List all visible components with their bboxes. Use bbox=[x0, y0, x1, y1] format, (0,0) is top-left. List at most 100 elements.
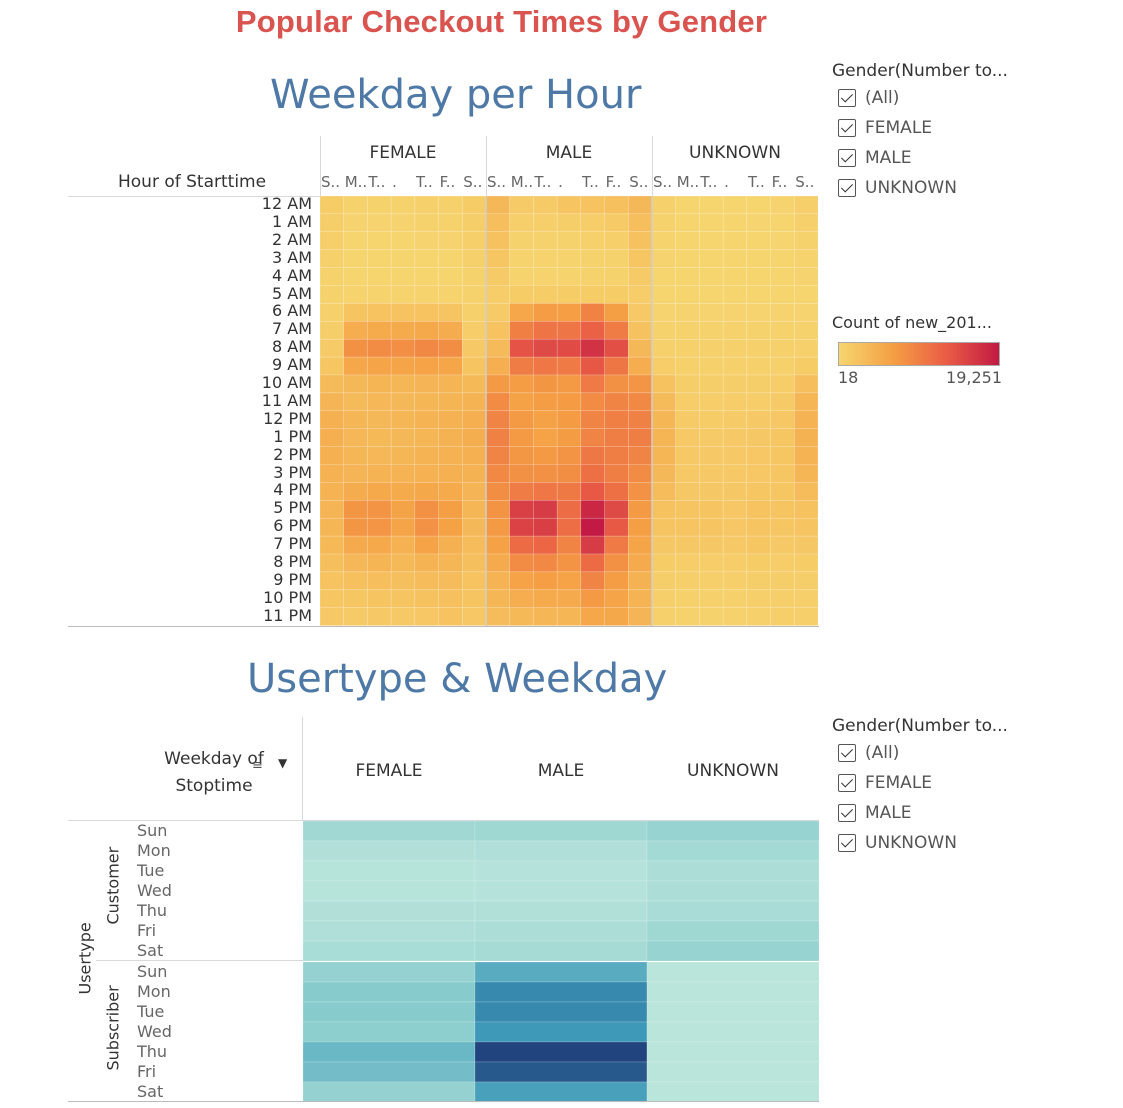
heatmap-cell[interactable] bbox=[438, 464, 463, 483]
heatmap-cell[interactable] bbox=[414, 213, 439, 233]
heatmap-cell[interactable] bbox=[533, 553, 558, 573]
heatmap-cell[interactable] bbox=[367, 428, 392, 447]
heatmap-cell[interactable] bbox=[509, 517, 534, 537]
filter-item-female[interactable]: FEMALE bbox=[838, 113, 1008, 143]
heatmap-cell[interactable] bbox=[390, 231, 416, 250]
heatmap-cell[interactable] bbox=[794, 303, 819, 322]
heatmap-cell[interactable] bbox=[303, 840, 476, 862]
heatmap-cell[interactable] bbox=[794, 285, 819, 304]
heatmap-cell[interactable] bbox=[462, 607, 487, 626]
heatmap-cell[interactable] bbox=[320, 213, 344, 233]
heatmap-cell[interactable] bbox=[580, 607, 605, 626]
heatmap-cell[interactable] bbox=[556, 249, 582, 268]
heatmap-cell[interactable] bbox=[628, 607, 653, 626]
heatmap-cell[interactable] bbox=[794, 374, 819, 394]
heatmap-cell[interactable] bbox=[604, 500, 629, 519]
heatmap-cell[interactable] bbox=[675, 392, 700, 412]
heatmap-cell[interactable] bbox=[509, 196, 534, 215]
heatmap-cell[interactable] bbox=[722, 267, 748, 286]
heatmap-cell[interactable] bbox=[533, 374, 558, 394]
heatmap-cell[interactable] bbox=[303, 880, 476, 902]
heatmap-cell[interactable] bbox=[651, 553, 676, 573]
heatmap-cell[interactable] bbox=[556, 303, 582, 322]
heatmap-cell[interactable] bbox=[509, 553, 534, 573]
heatmap-cell[interactable] bbox=[390, 303, 416, 322]
heatmap-cell[interactable] bbox=[556, 267, 582, 286]
heatmap-cell[interactable] bbox=[303, 940, 476, 962]
heatmap-cell[interactable] bbox=[794, 392, 819, 412]
heatmap-cell[interactable] bbox=[556, 213, 582, 233]
heatmap-cell[interactable] bbox=[462, 213, 487, 233]
filter-item-female[interactable]: FEMALE bbox=[838, 768, 1008, 798]
heatmap-cell[interactable] bbox=[509, 338, 534, 358]
heatmap-cell[interactable] bbox=[485, 285, 510, 304]
heatmap-cell[interactable] bbox=[604, 607, 629, 626]
heatmap-cell[interactable] bbox=[474, 1021, 648, 1043]
heatmap-cell[interactable] bbox=[367, 356, 392, 376]
heatmap-cell[interactable] bbox=[699, 571, 724, 591]
heatmap-cell[interactable] bbox=[580, 213, 605, 233]
heatmap-cell[interactable] bbox=[722, 500, 748, 519]
heatmap-cell[interactable] bbox=[390, 535, 416, 555]
filter-item-male[interactable]: MALE bbox=[838, 798, 1008, 828]
heatmap-cell[interactable] bbox=[699, 303, 724, 322]
heatmap-cell[interactable] bbox=[628, 553, 653, 573]
heatmap-cell[interactable] bbox=[390, 500, 416, 519]
heatmap-cell[interactable] bbox=[485, 213, 510, 233]
heatmap-cell[interactable] bbox=[604, 303, 629, 322]
heatmap-cell[interactable] bbox=[533, 392, 558, 412]
heatmap-cell[interactable] bbox=[675, 338, 700, 358]
heatmap-cell[interactable] bbox=[604, 428, 629, 447]
heatmap-cell[interactable] bbox=[414, 285, 439, 304]
heatmap-cell[interactable] bbox=[414, 196, 439, 215]
heatmap-cell[interactable] bbox=[580, 231, 605, 250]
heatmap-cell[interactable] bbox=[414, 374, 439, 394]
heatmap-cell[interactable] bbox=[794, 231, 819, 250]
heatmap-cell[interactable] bbox=[770, 196, 795, 215]
heatmap-cell[interactable] bbox=[675, 213, 700, 233]
heatmap-cell[interactable] bbox=[320, 267, 344, 286]
heatmap-cell[interactable] bbox=[699, 500, 724, 519]
heatmap-cell[interactable] bbox=[646, 1041, 819, 1063]
heatmap-cell[interactable] bbox=[390, 267, 416, 286]
heatmap-cell[interactable] bbox=[320, 607, 344, 626]
heatmap-cell[interactable] bbox=[509, 571, 534, 591]
heatmap-cell[interactable] bbox=[675, 285, 700, 304]
heatmap-cell[interactable] bbox=[367, 517, 392, 537]
heatmap-cell[interactable] bbox=[628, 535, 653, 555]
heatmap-cell[interactable] bbox=[604, 553, 629, 573]
heatmap-cell[interactable] bbox=[794, 410, 819, 429]
heatmap-cell[interactable] bbox=[320, 482, 344, 501]
heatmap-cell[interactable] bbox=[699, 374, 724, 394]
heatmap-cell[interactable] bbox=[580, 410, 605, 429]
heatmap-cell[interactable] bbox=[651, 374, 676, 394]
heatmap-cell[interactable] bbox=[509, 303, 534, 322]
heatmap-cell[interactable] bbox=[367, 392, 392, 412]
heatmap-cell[interactable] bbox=[675, 428, 700, 447]
heatmap-cell[interactable] bbox=[580, 267, 605, 286]
heatmap-cell[interactable] bbox=[580, 303, 605, 322]
heatmap-cell[interactable] bbox=[675, 464, 700, 483]
heatmap-cell[interactable] bbox=[303, 1081, 476, 1102]
heatmap-cell[interactable] bbox=[770, 482, 795, 501]
heatmap-cell[interactable] bbox=[438, 196, 463, 215]
heatmap-cell[interactable] bbox=[646, 940, 819, 962]
heatmap-cell[interactable] bbox=[485, 553, 510, 573]
heatmap-cell[interactable] bbox=[509, 500, 534, 519]
heatmap-cell[interactable] bbox=[438, 231, 463, 250]
heatmap-cell[interactable] bbox=[722, 428, 748, 447]
heatmap-cell[interactable] bbox=[604, 196, 629, 215]
heatmap-cell[interactable] bbox=[367, 410, 392, 429]
heatmap-cell[interactable] bbox=[485, 338, 510, 358]
heatmap-cell[interactable] bbox=[367, 231, 392, 250]
heatmap-cell[interactable] bbox=[675, 553, 700, 573]
heatmap-cell[interactable] bbox=[367, 267, 392, 286]
filter-item-male[interactable]: MALE bbox=[838, 143, 1008, 173]
heatmap-cell[interactable] bbox=[746, 410, 771, 429]
heatmap-cell[interactable] bbox=[438, 553, 463, 573]
heatmap-cell[interactable] bbox=[509, 374, 534, 394]
heatmap-cell[interactable] bbox=[462, 500, 487, 519]
heatmap-cell[interactable] bbox=[438, 249, 463, 268]
heatmap-cell[interactable] bbox=[485, 231, 510, 250]
heatmap-cell[interactable] bbox=[556, 392, 582, 412]
